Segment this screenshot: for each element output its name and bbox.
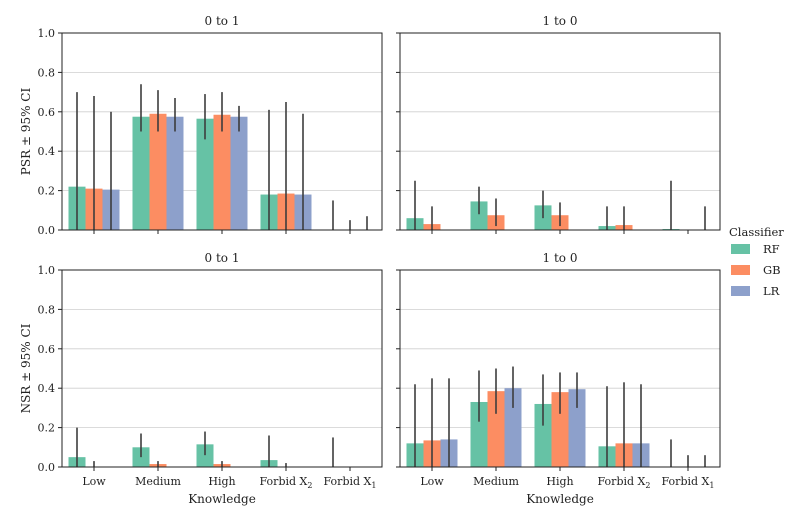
y-axis-label: PSR ± 95% CI bbox=[19, 88, 33, 176]
x-tick-label: Forbid X1 bbox=[324, 475, 377, 490]
plot-frame bbox=[399, 32, 721, 231]
legend-label-rf: RF bbox=[763, 242, 780, 256]
y-axis-label: NSR ± 95% CI bbox=[19, 323, 33, 413]
x-tick-label-main: High bbox=[208, 475, 235, 488]
bar-gb bbox=[149, 113, 167, 230]
x-tick-label: Low bbox=[420, 475, 444, 488]
x-tick-label-main: Forbid X bbox=[260, 475, 308, 488]
x-tick-label-subscript: 1 bbox=[371, 481, 376, 490]
x-tick-label-main: Forbid X bbox=[324, 475, 372, 488]
bar-lr bbox=[504, 388, 522, 467]
x-tick-label: High bbox=[208, 475, 235, 488]
x-tick-label: Forbid X2 bbox=[598, 475, 651, 490]
x-tick-label-subscript: 2 bbox=[645, 481, 650, 490]
plot-frame bbox=[61, 269, 383, 468]
panel-3: 0 to 1 0.0 0.2 0.4 0.6 0.8 1.0 NSR ± 95% CI Low M… bbox=[19, 251, 383, 506]
x-axis-label: Knowledge bbox=[188, 492, 256, 506]
panel-1: 0 to 1 0.0 0.2 0.4 0.6 0.8 1.0 PSR ± 95% CI bbox=[19, 14, 383, 237]
panel-title: 1 to 0 bbox=[543, 14, 578, 28]
bar-rf bbox=[132, 116, 150, 230]
y-tick-label: 0.4 bbox=[38, 382, 56, 395]
x-tick-label: Low bbox=[82, 475, 106, 488]
x-tick-label-main: High bbox=[546, 475, 573, 488]
bar-lr bbox=[230, 116, 248, 230]
x-tick-label: Forbid X2 bbox=[260, 475, 313, 490]
x-tick-label-main: Low bbox=[82, 475, 106, 488]
panel-title: 0 to 1 bbox=[205, 14, 240, 28]
x-tick-label-main: Low bbox=[420, 475, 444, 488]
bar-lr bbox=[166, 116, 184, 230]
legend-swatch-lr bbox=[731, 286, 750, 296]
y-tick-label: 0.8 bbox=[38, 303, 56, 316]
bar-rf bbox=[470, 201, 488, 230]
bar-gb bbox=[487, 391, 505, 467]
y-tick-label: 0.4 bbox=[38, 145, 56, 158]
y-tick-label: 0.0 bbox=[38, 224, 56, 237]
bar-gb bbox=[551, 392, 569, 467]
x-tick-label: Medium bbox=[473, 475, 519, 488]
bar-lr bbox=[568, 389, 586, 467]
y-tick-label: 0.2 bbox=[38, 422, 56, 435]
x-tick-label-subscript: 1 bbox=[709, 481, 714, 490]
y-tick-label: 1.0 bbox=[38, 27, 56, 40]
x-tick-label-subscript: 2 bbox=[307, 481, 312, 490]
y-tick-label: 0.6 bbox=[38, 106, 56, 119]
x-tick-label: High bbox=[546, 475, 573, 488]
x-tick-label-main: Medium bbox=[135, 475, 181, 488]
y-tick-label: 0.2 bbox=[38, 185, 56, 198]
legend-title: Classifier bbox=[729, 225, 784, 239]
x-tick-label-main: Forbid X bbox=[598, 475, 646, 488]
legend-swatch-rf bbox=[731, 244, 750, 254]
bar-rf bbox=[470, 401, 488, 467]
x-tick-label: Medium bbox=[135, 475, 181, 488]
y-tick-label: 0.0 bbox=[38, 461, 56, 474]
legend-swatch-gb bbox=[731, 265, 750, 275]
x-tick-label-main: Forbid X bbox=[662, 475, 710, 488]
y-tick-label: 0.8 bbox=[38, 66, 56, 79]
legend: Classifier RF GB LR bbox=[729, 225, 784, 298]
x-tick-label-main: Medium bbox=[473, 475, 519, 488]
legend-label-lr: LR bbox=[763, 284, 780, 298]
x-axis-label: Knowledge bbox=[526, 492, 594, 506]
x-tick-label: Forbid X1 bbox=[662, 475, 715, 490]
bar-rf bbox=[534, 403, 552, 467]
legend-label-gb: GB bbox=[763, 263, 781, 277]
panel-title: 0 to 1 bbox=[205, 251, 240, 265]
bar-gb bbox=[213, 114, 231, 230]
bar-rf bbox=[196, 118, 214, 230]
y-tick-label: 1.0 bbox=[38, 264, 56, 277]
panel-2: 1 to 0 bbox=[396, 14, 721, 234]
panel-title: 1 to 0 bbox=[543, 251, 578, 265]
y-tick-label: 0.6 bbox=[38, 343, 56, 356]
bar-rf bbox=[196, 444, 214, 467]
